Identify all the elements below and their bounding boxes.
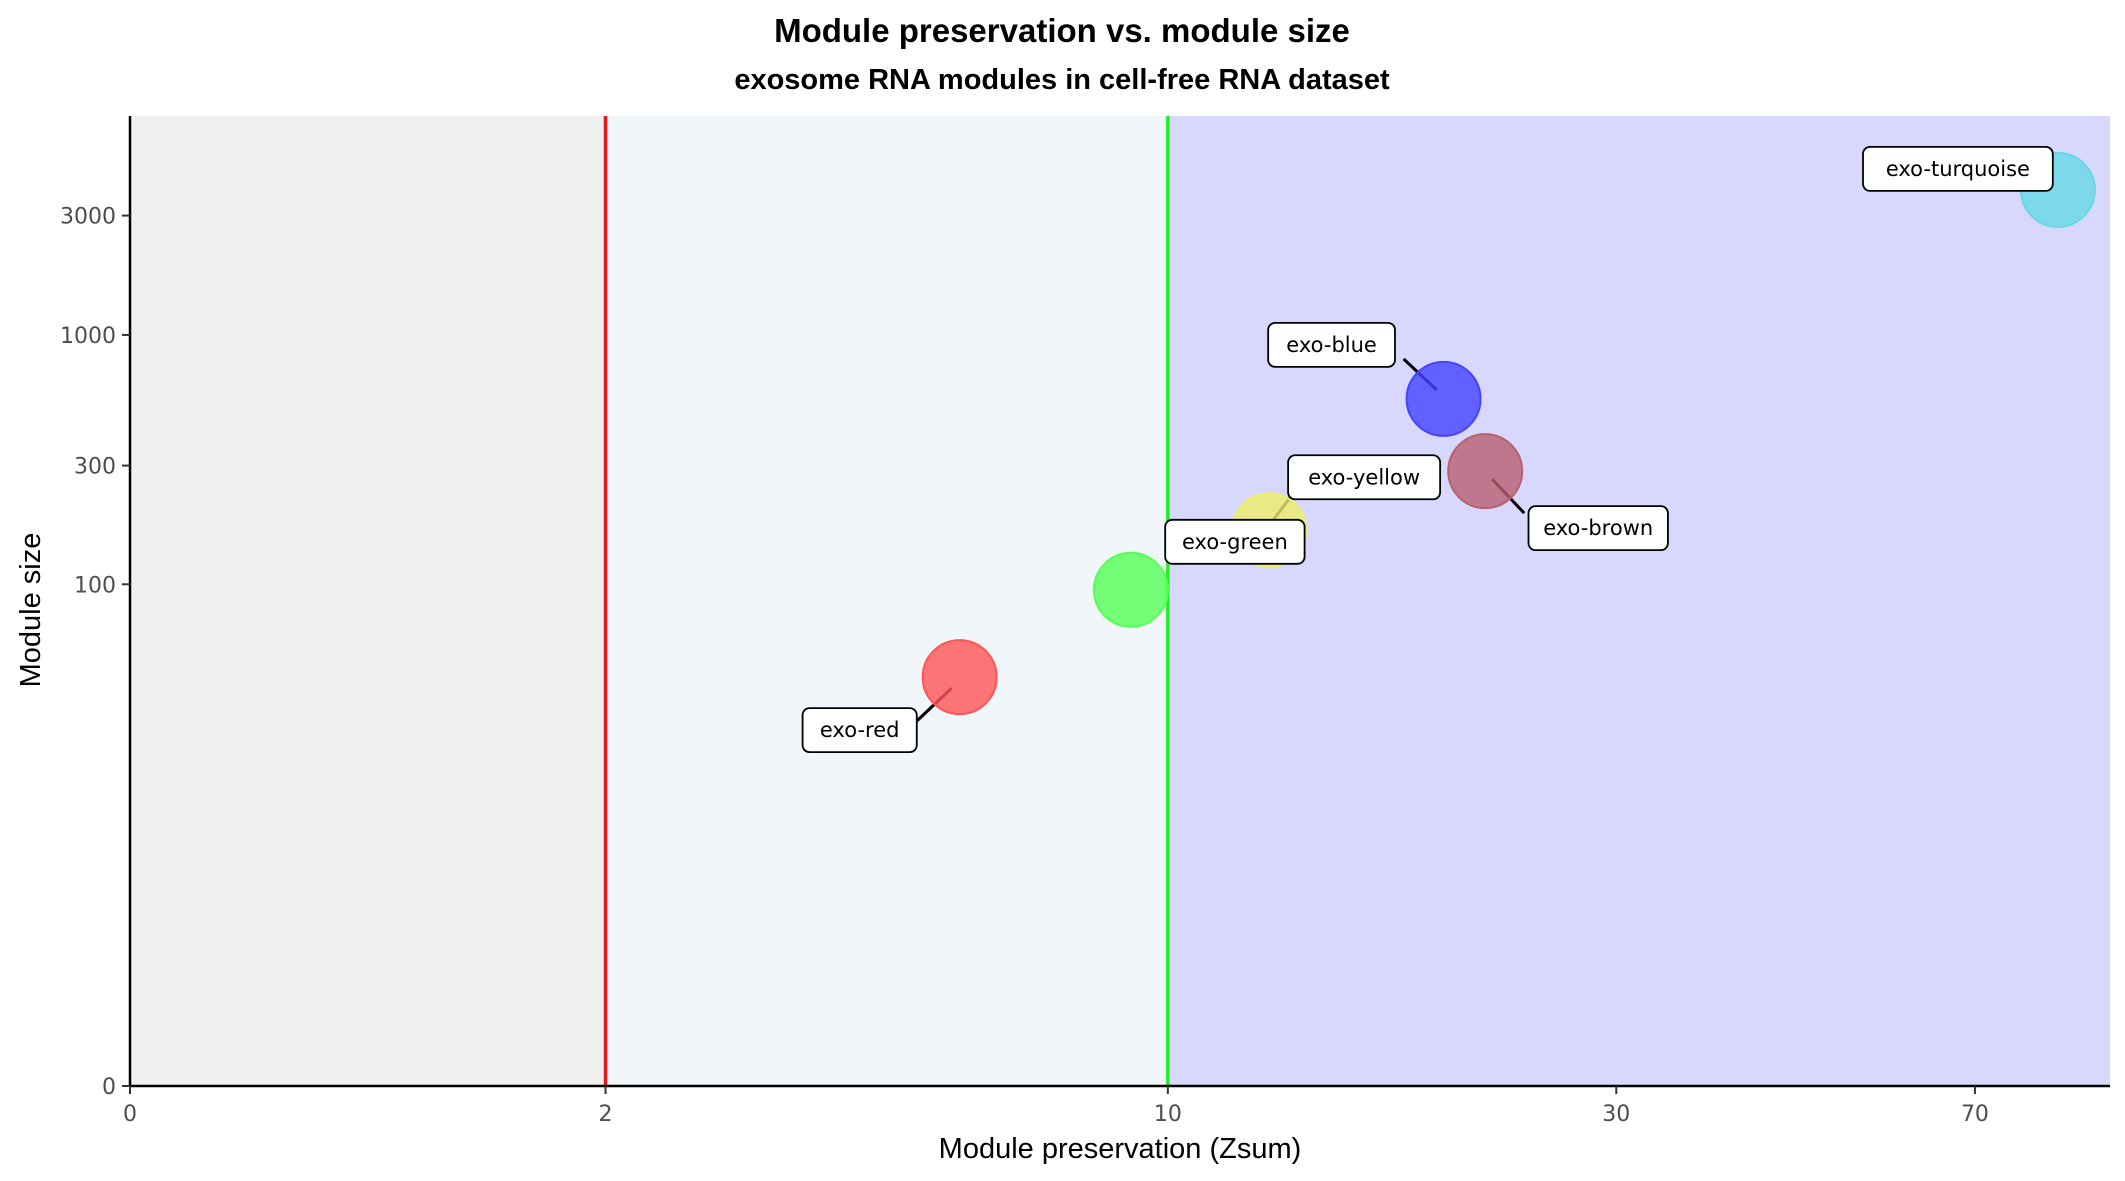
y-axis-title: Module size: [15, 533, 47, 688]
x-tick-label-0: 0: [123, 1102, 137, 1127]
y-tick-label-1000: 1000: [60, 324, 116, 349]
point-exo-brown: [1447, 433, 1524, 510]
label-exo-yellow: exo-yellow: [1308, 465, 1420, 489]
point-labels: exo-red exo-green exo-yellow exo-blue exo-br…: [801, 145, 2054, 754]
x-tick-label-70: 70: [1961, 1102, 1989, 1127]
label-exo-turquoise: exo-turquoise: [1886, 157, 2030, 181]
region-1: [605, 116, 1168, 1086]
label-box-exo-brown: [1527, 505, 1669, 552]
chart-title: Module preservation vs. module size: [774, 12, 1350, 49]
y-tick-label-100: 100: [74, 573, 116, 598]
label-box-exo-yellow: [1287, 454, 1442, 501]
x-tick-label-10: 10: [1154, 1102, 1182, 1127]
chart-subtitle: exosome RNA modules in cell-free RNA dat…: [734, 64, 1390, 96]
label-exo-green: exo-green: [1182, 530, 1288, 554]
region-2: [1167, 116, 2110, 1086]
region-0: [130, 116, 606, 1086]
label-exo-red: exo-red: [820, 718, 900, 742]
y-tick-label-0: 0: [102, 1075, 116, 1100]
y-tick-label-300: 300: [74, 455, 116, 480]
label-box-exo-green: [1164, 518, 1306, 565]
background-regions: [130, 116, 2110, 1086]
point-exo-red: [921, 639, 998, 716]
label-box-exo-turquoise: [1862, 145, 2054, 192]
point-exo-green: [1092, 551, 1169, 628]
axes: 0 2 10 30 70 0 100 300 1000 3000: [60, 116, 2110, 1127]
x-axis-title: Module preservation (Zsum): [939, 1133, 1302, 1165]
point-exo-blue: [1405, 360, 1482, 437]
x-tick-label-2: 2: [598, 1102, 612, 1127]
threshold-lines: [603, 116, 1170, 1086]
label-box-exo-red: [801, 707, 918, 754]
y-tick-label-3000: 3000: [60, 205, 116, 230]
label-box-exo-blue: [1267, 321, 1396, 368]
label-exo-blue: exo-blue: [1286, 333, 1377, 357]
label-exo-brown: exo-brown: [1543, 516, 1653, 540]
x-tick-label-30: 30: [1602, 1102, 1630, 1127]
